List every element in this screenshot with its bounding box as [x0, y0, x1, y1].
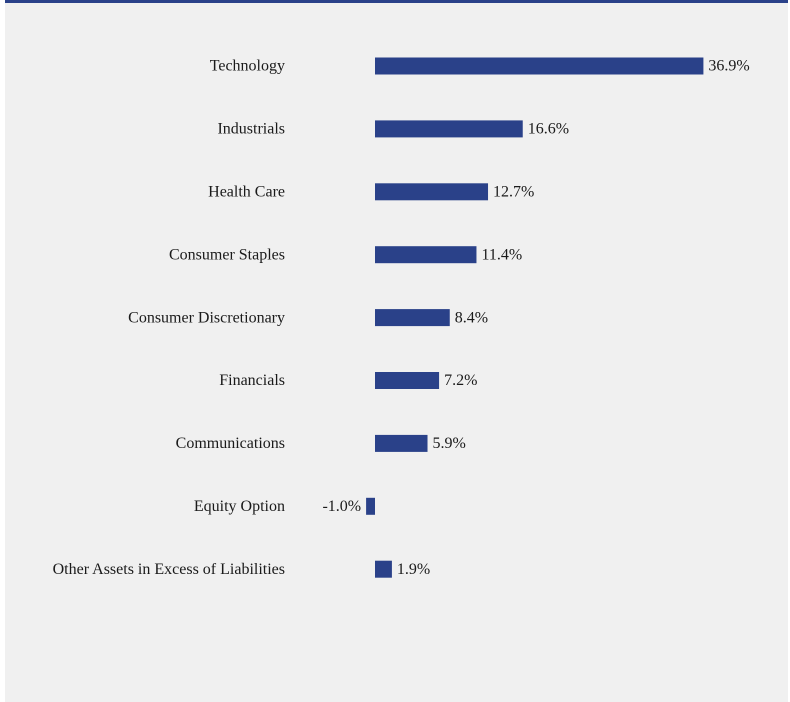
- bar: [375, 246, 477, 264]
- value-label: 7.2%: [444, 372, 477, 389]
- chart-panel: [5, 0, 788, 702]
- category-label: Consumer Staples: [169, 246, 285, 263]
- bar: [366, 497, 375, 515]
- category-label: Financials: [219, 372, 285, 389]
- value-label: -1.0%: [322, 498, 361, 515]
- category-label: Consumer Discretionary: [128, 309, 285, 326]
- category-label: Equity Option: [194, 498, 285, 515]
- category-label: Health Care: [208, 183, 285, 200]
- value-label: 16.6%: [528, 121, 569, 138]
- bar: [375, 372, 440, 389]
- category-label: Technology: [210, 58, 285, 75]
- bar: [375, 57, 704, 75]
- value-label: 11.4%: [481, 246, 522, 263]
- value-label: 1.9%: [397, 561, 430, 578]
- category-label: Communications: [176, 435, 285, 452]
- value-label: 12.7%: [493, 183, 534, 200]
- bar: [375, 309, 450, 327]
- bar: [375, 434, 428, 452]
- bar: [375, 120, 523, 138]
- category-label: Other Assets in Excess of Liabilities: [53, 561, 285, 578]
- value-label: 5.9%: [433, 435, 466, 452]
- value-label: 36.9%: [708, 58, 749, 75]
- category-label: Industrials: [217, 121, 285, 138]
- bar: [375, 560, 392, 578]
- bar: [375, 183, 489, 201]
- value-label: 8.4%: [455, 309, 488, 326]
